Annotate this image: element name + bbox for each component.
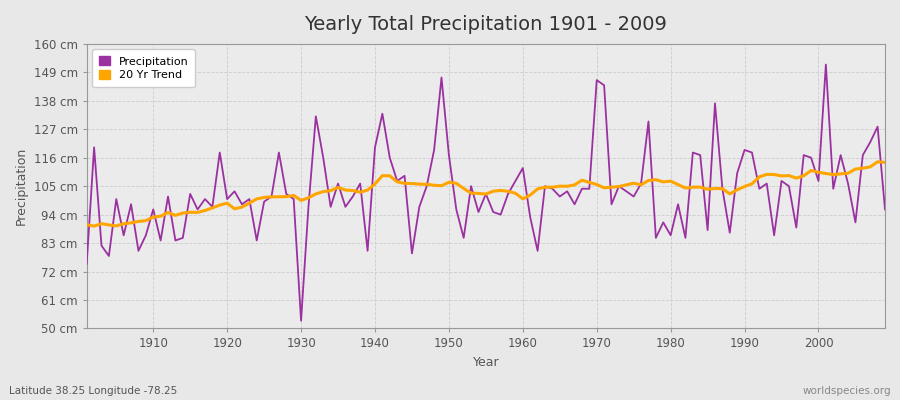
Y-axis label: Precipitation: Precipitation xyxy=(15,147,28,225)
Precipitation xyxy=(81,261,92,266)
20 Yr Trend xyxy=(518,196,528,201)
20 Yr Trend xyxy=(81,222,92,227)
Precipitation xyxy=(296,318,307,323)
Text: Latitude 38.25 Longitude -78.25: Latitude 38.25 Longitude -78.25 xyxy=(9,386,177,396)
Title: Yearly Total Precipitation 1901 - 2009: Yearly Total Precipitation 1901 - 2009 xyxy=(304,15,667,34)
Precipitation xyxy=(140,233,151,238)
Precipitation xyxy=(525,215,535,220)
20 Yr Trend xyxy=(89,224,100,228)
Legend: Precipitation, 20 Yr Trend: Precipitation, 20 Yr Trend xyxy=(93,50,195,87)
Precipitation xyxy=(518,166,528,170)
Precipitation xyxy=(310,114,321,119)
20 Yr Trend xyxy=(148,215,158,220)
20 Yr Trend xyxy=(872,159,883,164)
20 Yr Trend xyxy=(525,193,535,198)
X-axis label: Year: Year xyxy=(472,356,500,369)
20 Yr Trend xyxy=(879,160,890,165)
Precipitation xyxy=(821,62,832,67)
Line: Precipitation: Precipitation xyxy=(86,64,885,321)
Line: 20 Yr Trend: 20 Yr Trend xyxy=(86,162,885,226)
Precipitation xyxy=(879,207,890,212)
Text: worldspecies.org: worldspecies.org xyxy=(803,386,891,396)
20 Yr Trend xyxy=(310,192,321,196)
20 Yr Trend xyxy=(614,184,625,189)
Precipitation xyxy=(355,181,365,186)
20 Yr Trend xyxy=(355,190,365,195)
Precipitation xyxy=(614,184,625,188)
